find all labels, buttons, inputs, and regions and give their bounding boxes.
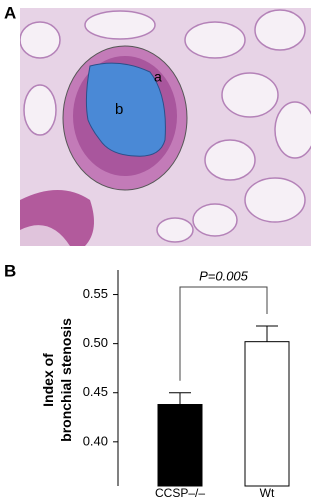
y-tick-label: 0.50 [83,335,108,350]
panel-label: A [4,3,16,22]
y-tick-label: 0.45 [83,384,108,399]
bar [244,341,290,487]
annotation: P=0.005 [199,268,249,283]
y-axis-label: Index of bronchial stenosis [40,318,74,442]
x-tick-label: CCSP–/– [155,486,205,500]
y-tick-label: 0.40 [83,433,108,448]
x-tick-label: Wt [260,486,275,500]
bar [157,404,203,487]
region-label: a [154,69,162,85]
y-tick-label: 0.55 [83,286,108,301]
histology-image [20,8,311,246]
figure: A a b B Index of bronchial stenosis 0.40 0… [4,3,311,500]
region-label: b [115,101,123,118]
significance-bracket [179,286,268,381]
panel-label: B [4,261,16,280]
